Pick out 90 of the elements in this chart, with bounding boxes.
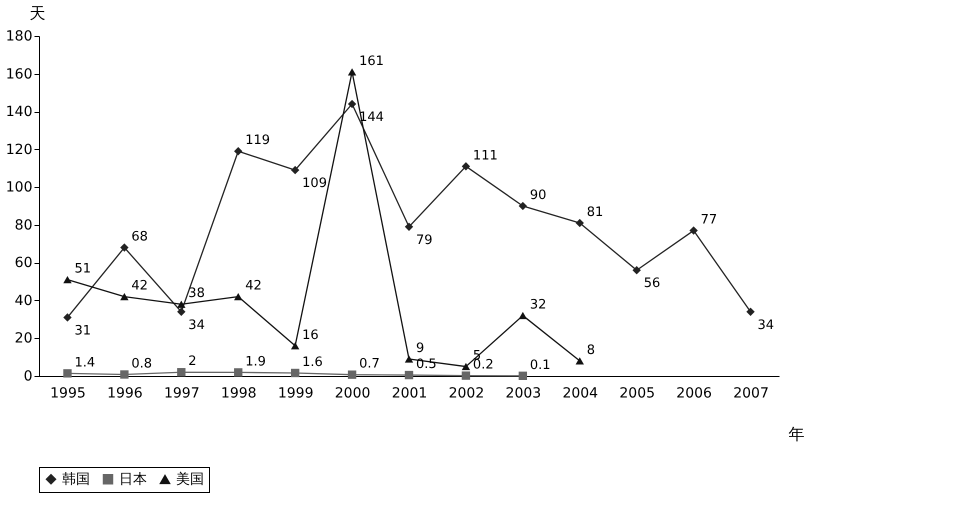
y-tick-label: 20 [14, 330, 32, 347]
point [689, 226, 698, 235]
x-tick-label: 2002 [448, 386, 484, 402]
y-tick-label: 180 [6, 28, 32, 44]
point [462, 362, 470, 370]
point [404, 370, 414, 380]
point [120, 370, 129, 379]
point [348, 68, 356, 76]
data-label: 16 [302, 328, 319, 343]
data-label: 42 [245, 278, 262, 294]
data-label: 1.4 [74, 355, 96, 370]
x-tick-label: 2003 [506, 386, 542, 402]
data-label: 119 [245, 133, 270, 148]
x-tick-label: 1999 [278, 386, 314, 402]
data-label: 1.6 [302, 354, 323, 370]
data-label: 79 [416, 232, 433, 248]
legend-label: 韩国 [62, 471, 90, 488]
x-tick-label: 2006 [676, 386, 712, 402]
x-tick-label: 2001 [392, 386, 428, 402]
data-label: 0.5 [416, 357, 437, 372]
y-tick-label: 100 [6, 180, 32, 196]
point [177, 308, 186, 316]
data-label: 0.2 [472, 358, 494, 373]
x-tick-label: 2005 [619, 386, 656, 402]
data-label: 111 [472, 148, 498, 164]
point [234, 293, 242, 300]
point [404, 222, 414, 231]
data-label: 38 [188, 286, 205, 302]
data-label: 68 [131, 230, 148, 245]
point [63, 369, 72, 378]
y-tick-label: 140 [6, 104, 32, 120]
data-label: 77 [700, 212, 718, 228]
point [120, 243, 129, 252]
data-label: 81 [586, 205, 604, 220]
y-axis-title: 天 [30, 4, 46, 22]
point [290, 166, 300, 174]
legend-label: 美国 [176, 472, 204, 488]
point [348, 100, 356, 108]
data-label: 34 [188, 318, 205, 333]
y-tick-label: 40 [14, 292, 32, 309]
point [234, 368, 242, 377]
point [632, 266, 641, 274]
point [576, 357, 584, 365]
point [462, 371, 470, 380]
point [234, 147, 242, 156]
point [518, 372, 528, 380]
legend-label: 日本 [119, 471, 147, 488]
point [404, 355, 414, 363]
x-tick-label: 1998 [220, 386, 257, 402]
point [177, 368, 186, 376]
x-tick-label: 2004 [562, 386, 598, 402]
data-label: 31 [74, 323, 92, 338]
point [290, 342, 300, 350]
x-tick-label: 1995 [50, 386, 86, 402]
data-label: 0.8 [131, 356, 152, 372]
point [63, 313, 72, 322]
point [120, 293, 129, 300]
data-label: 161 [359, 54, 384, 69]
point [290, 368, 300, 378]
x-tick-label: 1996 [107, 386, 143, 402]
y-tick-label: 160 [6, 66, 32, 82]
data-label: 42 [131, 278, 148, 294]
x-tick-label: 1997 [164, 386, 200, 402]
y-tick-label: 120 [6, 142, 32, 158]
data-label: 34 [758, 318, 774, 333]
x-tick-label: 2000 [334, 386, 370, 402]
x-tick-label: 2007 [733, 386, 769, 402]
point [63, 276, 72, 284]
data-label: 0.7 [359, 356, 380, 372]
y-tick-label: 60 [14, 255, 32, 272]
data-label: 90 [530, 188, 546, 203]
point [177, 300, 186, 308]
data-label: 109 [302, 176, 327, 192]
point [462, 162, 470, 171]
point [518, 202, 528, 210]
point [518, 312, 528, 320]
data-label: 32 [530, 298, 546, 313]
point [746, 308, 755, 316]
data-label: 9 [416, 341, 424, 356]
data-label: 51 [74, 262, 92, 277]
data-label: 2 [188, 354, 197, 370]
point [348, 370, 356, 379]
data-label: 56 [644, 276, 660, 292]
data-label: 0.1 [530, 358, 551, 373]
y-tick-label: 0 [24, 368, 32, 384]
y-tick-label: 80 [14, 217, 32, 234]
point [576, 218, 584, 228]
x-axis-title: 年 [788, 424, 804, 444]
data-label: 8 [586, 342, 596, 358]
data-label: 1.9 [245, 354, 266, 370]
